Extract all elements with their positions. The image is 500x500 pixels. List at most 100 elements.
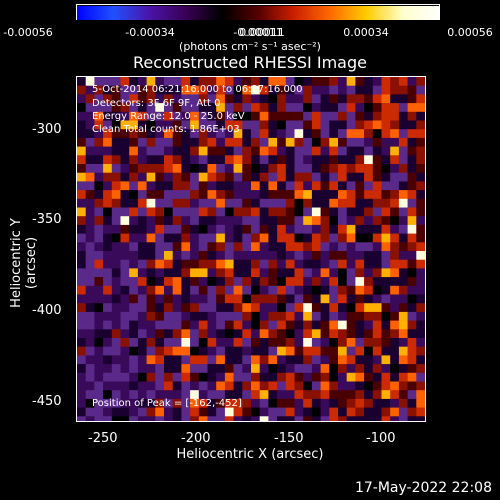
heatmap-cell (320, 259, 330, 269)
heatmap-cell (407, 129, 417, 139)
heatmap-cell (120, 372, 130, 382)
heatmap-cell (338, 129, 347, 139)
heatmap-cell (146, 311, 156, 321)
heatmap-cell (155, 146, 165, 156)
heatmap-cell (164, 251, 173, 260)
heatmap-cell (146, 207, 156, 217)
heatmap-cell (242, 155, 252, 165)
heatmap-cell (303, 146, 313, 156)
heatmap-cell (242, 77, 252, 86)
heatmap-cell (355, 277, 365, 287)
heatmap-cell (120, 320, 130, 330)
heatmap-cell (85, 329, 95, 339)
heatmap-cell (111, 285, 121, 295)
heatmap-cell (137, 372, 147, 382)
heatmap-cell (233, 355, 243, 365)
heatmap-cell (364, 155, 374, 165)
image-title: Reconstructed RHESSI Image (133, 53, 367, 72)
heatmap-cell (303, 364, 313, 374)
heatmap-cell (85, 120, 95, 130)
heatmap-cell (251, 268, 260, 278)
heatmap-cell (320, 338, 330, 347)
heatmap-cell (416, 137, 425, 147)
heatmap-cell (103, 190, 113, 200)
heatmap-cell (85, 233, 95, 243)
heatmap-cell (398, 190, 408, 200)
heatmap-cell (364, 77, 374, 86)
heatmap-cell (398, 181, 408, 191)
heatmap-cell (111, 398, 121, 408)
heatmap-cell (251, 303, 260, 313)
heatmap-cell (77, 372, 86, 382)
heatmap-cell (320, 233, 330, 243)
heatmap-cell (224, 198, 234, 208)
heatmap-cell (251, 285, 260, 295)
heatmap-cell (111, 129, 121, 139)
heatmap-cell (303, 398, 313, 408)
heatmap-cell (164, 320, 173, 330)
heatmap-cell (233, 94, 243, 104)
heatmap-cell (146, 381, 156, 391)
heatmap-cell (398, 329, 408, 339)
heatmap-cell (233, 172, 243, 182)
heatmap-cell (77, 355, 86, 365)
heatmap-cell (355, 311, 365, 321)
heatmap-cell (120, 85, 130, 95)
heatmap-cell (103, 181, 113, 191)
heatmap-cell (251, 137, 260, 147)
heatmap-cell (224, 355, 234, 365)
heatmap-cell (268, 372, 278, 382)
heatmap-cell (416, 233, 425, 243)
heatmap-cell (294, 146, 304, 156)
y-tick: -300 (32, 122, 62, 137)
heatmap-cell (303, 407, 313, 417)
heatmap-cell (381, 94, 391, 104)
heatmap-cell (294, 129, 304, 139)
heatmap-cell (233, 224, 243, 234)
heatmap-cell (111, 320, 121, 330)
heatmap-cell (364, 216, 374, 226)
heatmap-cell (338, 381, 347, 391)
heatmap-cell (129, 372, 139, 382)
heatmap-cell (329, 181, 339, 191)
heatmap-cell (103, 303, 113, 313)
heatmap-cell (190, 77, 200, 86)
heatmap-cell (172, 172, 182, 182)
heatmap-cell (190, 146, 200, 156)
heatmap-cell (103, 259, 113, 269)
heatmap-cell (207, 277, 217, 287)
heatmap-cell (381, 320, 391, 330)
heatmap-cell (372, 294, 382, 304)
heatmap-cell (268, 320, 278, 330)
heatmap-cell (242, 303, 252, 313)
heatmap-cell (407, 338, 417, 347)
heatmap-cell (407, 364, 417, 374)
heatmap-cell (277, 233, 287, 243)
heatmap-cell (164, 329, 173, 339)
heatmap-cell (207, 242, 217, 252)
heatmap-cell (381, 207, 391, 217)
heatmap-cell (77, 207, 86, 217)
heatmap-cell (311, 129, 321, 139)
heatmap-cell (155, 277, 165, 287)
heatmap-cell (277, 285, 287, 295)
heatmap-cell (77, 172, 86, 182)
heatmap-cell (364, 242, 374, 252)
heatmap-cell (303, 77, 313, 86)
heatmap-cell (346, 207, 356, 217)
heatmap-cell (398, 268, 408, 278)
heatmap-cell (233, 285, 243, 295)
heatmap-cell (398, 94, 408, 104)
heatmap-cell (198, 207, 208, 217)
heatmap-cell (129, 103, 139, 113)
heatmap-cell (390, 216, 400, 226)
heatmap-cell (77, 294, 86, 304)
heatmap-cell (251, 277, 260, 287)
heatmap-cell (146, 216, 156, 226)
heatmap-cell (77, 407, 86, 417)
heatmap-cell (407, 190, 417, 200)
heatmap-cell (364, 364, 374, 374)
heatmap-cell (311, 390, 321, 400)
heatmap-cell (155, 311, 165, 321)
heatmap-cell (390, 294, 400, 304)
